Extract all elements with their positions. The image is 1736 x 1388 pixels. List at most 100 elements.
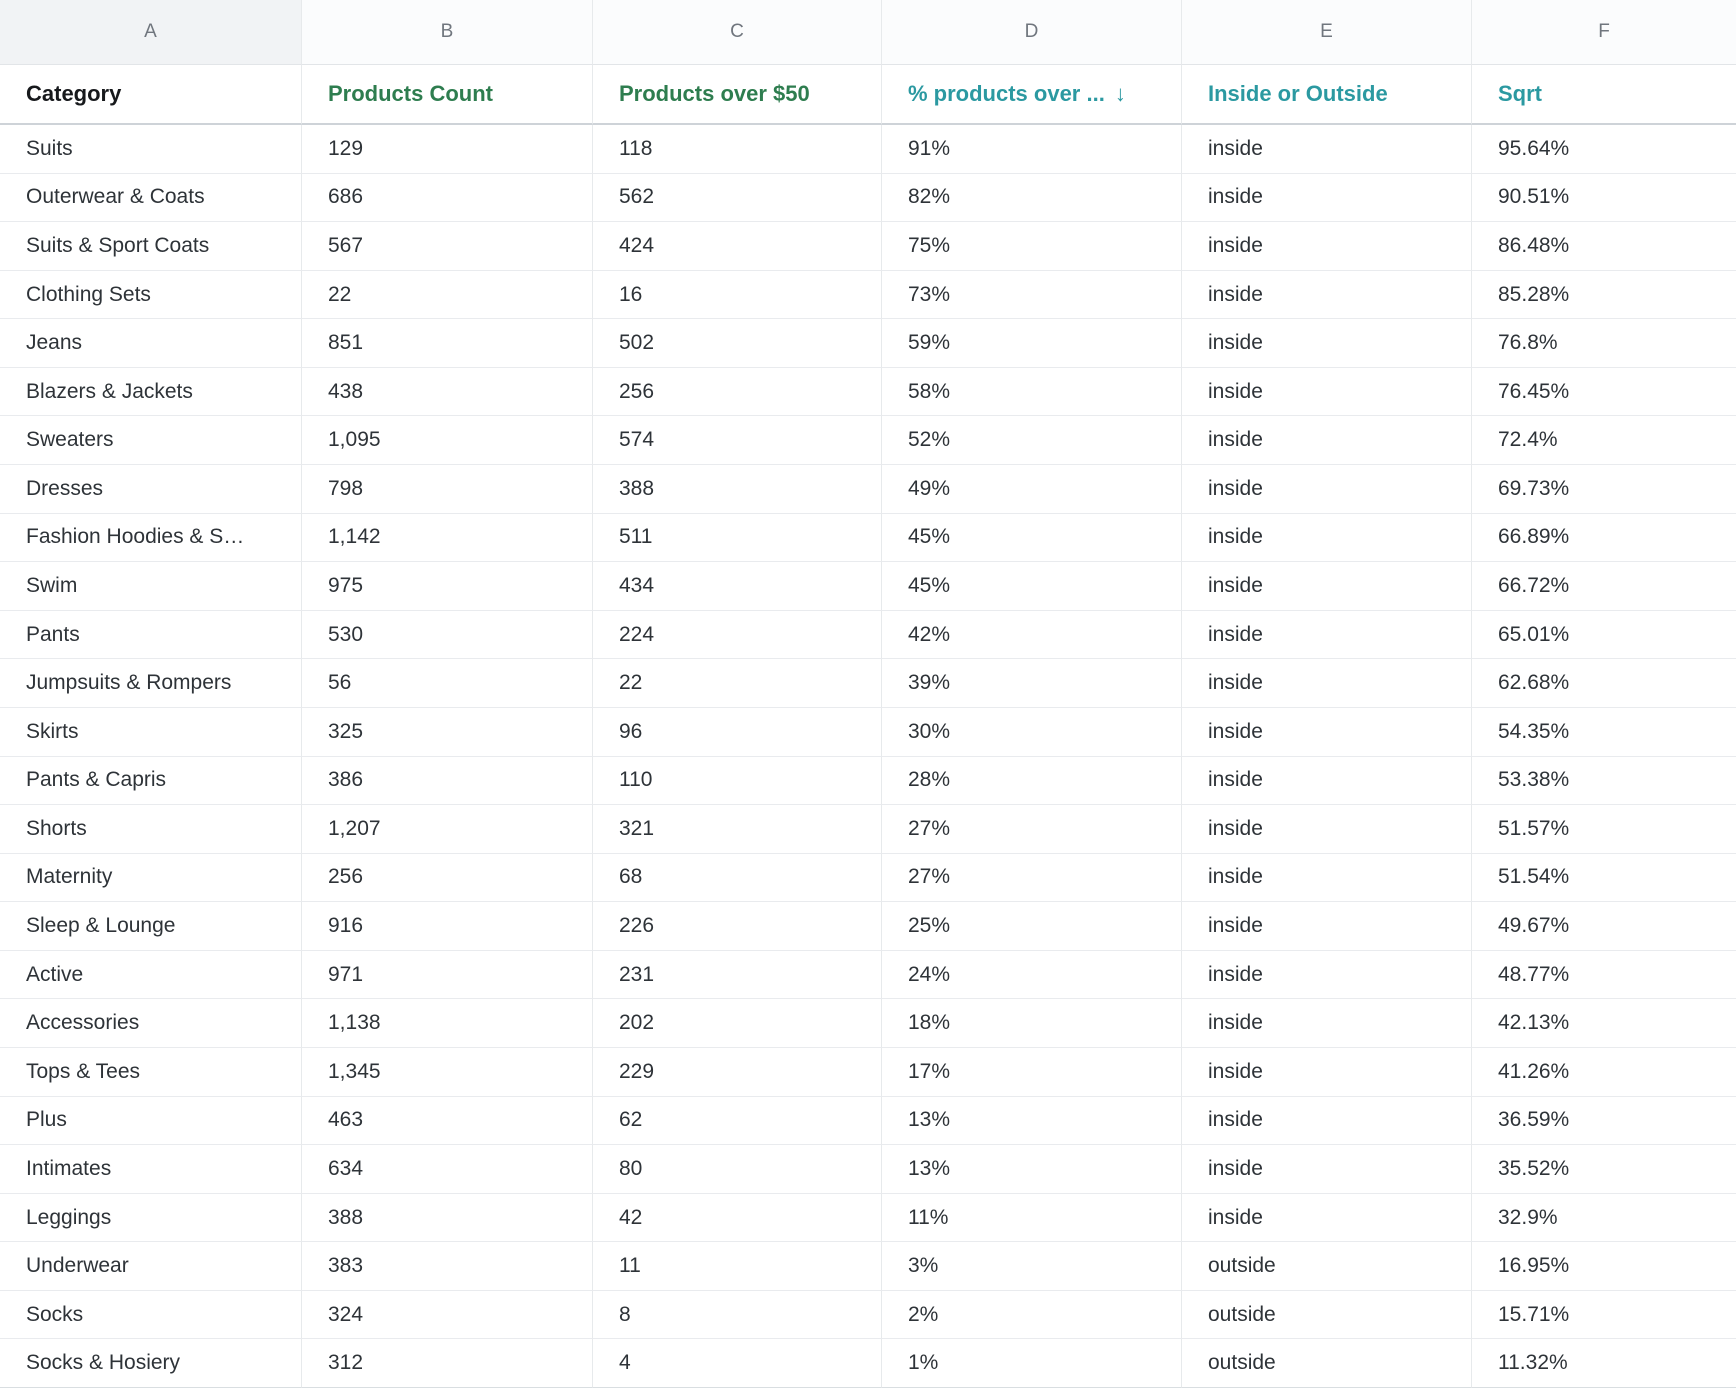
cell-sqrt[interactable]: 42.13% [1472,999,1736,1048]
cell-category[interactable]: Blazers & Jackets [0,367,302,417]
cell-products_count[interactable]: 1,207 [302,805,593,854]
cell-products_count[interactable]: 1,138 [302,999,593,1048]
header-products_count[interactable]: Products Count [302,65,593,125]
cell-inside_or_outside[interactable]: inside [1182,367,1472,417]
cell-pct_products_over[interactable]: 25% [882,902,1182,951]
cell-products_count[interactable]: 383 [302,1242,593,1291]
cell-pct_products_over[interactable]: 2% [882,1290,1182,1340]
cell-products_count[interactable]: 798 [302,465,593,514]
cell-products_over_50[interactable]: 42 [593,1193,882,1243]
cell-products_over_50[interactable]: 256 [593,367,882,417]
cell-products_count[interactable]: 463 [302,1096,593,1146]
column-letter-e[interactable]: E [1182,0,1472,65]
cell-category[interactable]: Socks [0,1290,302,1340]
cell-inside_or_outside[interactable]: inside [1182,416,1472,466]
cell-products_count[interactable]: 971 [302,950,593,1000]
cell-sqrt[interactable]: 62.68% [1472,659,1736,708]
cell-products_count[interactable]: 1,095 [302,416,593,466]
cell-products_count[interactable]: 1,345 [302,1047,593,1097]
cell-products_over_50[interactable]: 4 [593,1339,882,1388]
cell-products_over_50[interactable]: 8 [593,1290,882,1340]
cell-pct_products_over[interactable]: 91% [882,125,1182,174]
cell-inside_or_outside[interactable]: inside [1182,950,1472,1000]
cell-products_over_50[interactable]: 22 [593,659,882,708]
cell-sqrt[interactable]: 76.8% [1472,319,1736,368]
cell-sqrt[interactable]: 66.89% [1472,513,1736,563]
cell-category[interactable]: Clothing Sets [0,270,302,320]
cell-products_over_50[interactable]: 502 [593,319,882,368]
cell-products_count[interactable]: 324 [302,1290,593,1340]
cell-inside_or_outside[interactable]: inside [1182,125,1472,174]
column-letter-f[interactable]: F [1472,0,1736,65]
cell-products_over_50[interactable]: 118 [593,125,882,174]
cell-inside_or_outside[interactable]: inside [1182,1096,1472,1146]
cell-sqrt[interactable]: 35.52% [1472,1145,1736,1194]
cell-products_over_50[interactable]: 96 [593,707,882,757]
cell-inside_or_outside[interactable]: inside [1182,707,1472,757]
cell-sqrt[interactable]: 49.67% [1472,902,1736,951]
cell-inside_or_outside[interactable]: inside [1182,270,1472,320]
cell-products_over_50[interactable]: 62 [593,1096,882,1146]
cell-products_over_50[interactable]: 229 [593,1047,882,1097]
cell-pct_products_over[interactable]: 49% [882,465,1182,514]
cell-category[interactable]: Plus [0,1096,302,1146]
cell-inside_or_outside[interactable]: inside [1182,756,1472,806]
cell-category[interactable]: Socks & Hosiery [0,1339,302,1388]
cell-inside_or_outside[interactable]: outside [1182,1290,1472,1340]
column-letter-a[interactable]: A [0,0,302,65]
cell-inside_or_outside[interactable]: inside [1182,610,1472,660]
cell-pct_products_over[interactable]: 73% [882,270,1182,320]
cell-pct_products_over[interactable]: 24% [882,950,1182,1000]
cell-sqrt[interactable]: 65.01% [1472,610,1736,660]
cell-products_count[interactable]: 567 [302,222,593,271]
cell-inside_or_outside[interactable]: inside [1182,1193,1472,1243]
cell-products_over_50[interactable]: 224 [593,610,882,660]
cell-sqrt[interactable]: 95.64% [1472,125,1736,174]
cell-products_count[interactable]: 634 [302,1145,593,1194]
cell-inside_or_outside[interactable]: inside [1182,513,1472,563]
cell-inside_or_outside[interactable]: inside [1182,319,1472,368]
cell-products_count[interactable]: 438 [302,367,593,417]
cell-inside_or_outside[interactable]: inside [1182,853,1472,903]
cell-category[interactable]: Tops & Tees [0,1047,302,1097]
cell-category[interactable]: Shorts [0,805,302,854]
cell-pct_products_over[interactable]: 30% [882,707,1182,757]
cell-pct_products_over[interactable]: 75% [882,222,1182,271]
cell-products_count[interactable]: 256 [302,853,593,903]
cell-products_count[interactable]: 386 [302,756,593,806]
cell-sqrt[interactable]: 54.35% [1472,707,1736,757]
cell-category[interactable]: Skirts [0,707,302,757]
cell-category[interactable]: Sweaters [0,416,302,466]
cell-sqrt[interactable]: 85.28% [1472,270,1736,320]
cell-products_count[interactable]: 530 [302,610,593,660]
cell-category[interactable]: Maternity [0,853,302,903]
cell-products_count[interactable]: 22 [302,270,593,320]
cell-products_over_50[interactable]: 574 [593,416,882,466]
cell-category[interactable]: Pants [0,610,302,660]
cell-pct_products_over[interactable]: 39% [882,659,1182,708]
cell-products_over_50[interactable]: 231 [593,950,882,1000]
cell-pct_products_over[interactable]: 13% [882,1145,1182,1194]
cell-sqrt[interactable]: 90.51% [1472,173,1736,223]
cell-pct_products_over[interactable]: 3% [882,1242,1182,1291]
cell-category[interactable]: Fashion Hoodies & S… [0,513,302,563]
cell-sqrt[interactable]: 72.4% [1472,416,1736,466]
cell-category[interactable]: Intimates [0,1145,302,1194]
cell-products_over_50[interactable]: 202 [593,999,882,1048]
cell-pct_products_over[interactable]: 13% [882,1096,1182,1146]
cell-sqrt[interactable]: 15.71% [1472,1290,1736,1340]
header-sqrt[interactable]: Sqrt [1472,65,1736,125]
cell-pct_products_over[interactable]: 27% [882,805,1182,854]
cell-inside_or_outside[interactable]: outside [1182,1242,1472,1291]
cell-pct_products_over[interactable]: 11% [882,1193,1182,1243]
cell-pct_products_over[interactable]: 42% [882,610,1182,660]
cell-products_count[interactable]: 56 [302,659,593,708]
cell-category[interactable]: Jeans [0,319,302,368]
cell-products_over_50[interactable]: 388 [593,465,882,514]
cell-products_over_50[interactable]: 16 [593,270,882,320]
cell-category[interactable]: Outerwear & Coats [0,173,302,223]
cell-category[interactable]: Swim [0,562,302,611]
cell-products_over_50[interactable]: 511 [593,513,882,563]
cell-pct_products_over[interactable]: 59% [882,319,1182,368]
cell-products_count[interactable]: 686 [302,173,593,223]
